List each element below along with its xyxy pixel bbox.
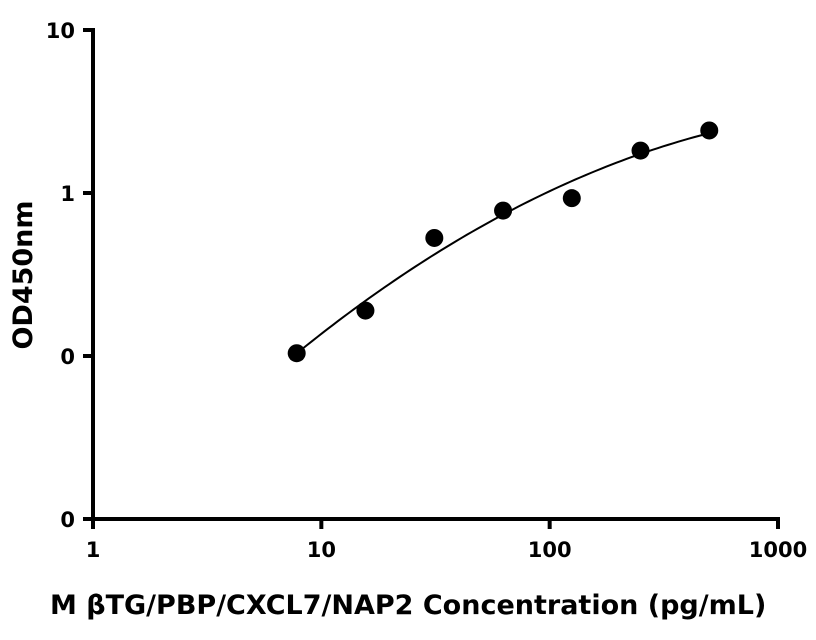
data-point <box>562 189 581 208</box>
data-point <box>494 201 513 220</box>
y-axis-title: OD450nm <box>8 200 39 349</box>
x-tick-label: 10 <box>307 538 336 562</box>
y-tick-label: 1 <box>60 182 75 206</box>
x-axis-title: M βTG/PBP/CXCL7/NAP2 Concentration (pg/m… <box>50 590 766 621</box>
x-tick-label: 1 <box>86 538 101 562</box>
y-ticks: 0 0 1 10 <box>46 19 93 532</box>
data-point <box>700 121 719 140</box>
y-tick-label: 0 <box>60 508 75 532</box>
fit-curve <box>296 132 710 355</box>
x-tick-label: 100 <box>528 538 572 562</box>
x-tick-label: 1000 <box>749 538 807 562</box>
data-point <box>356 301 375 320</box>
axes <box>91 28 780 521</box>
y-tick-label: 10 <box>46 19 75 43</box>
data-points <box>287 121 719 363</box>
data-point <box>425 228 444 247</box>
y-tick-label: 0 <box>60 345 75 369</box>
data-point <box>631 141 650 160</box>
data-point <box>287 344 306 363</box>
x-ticks: 1 10 100 1000 <box>86 519 807 562</box>
